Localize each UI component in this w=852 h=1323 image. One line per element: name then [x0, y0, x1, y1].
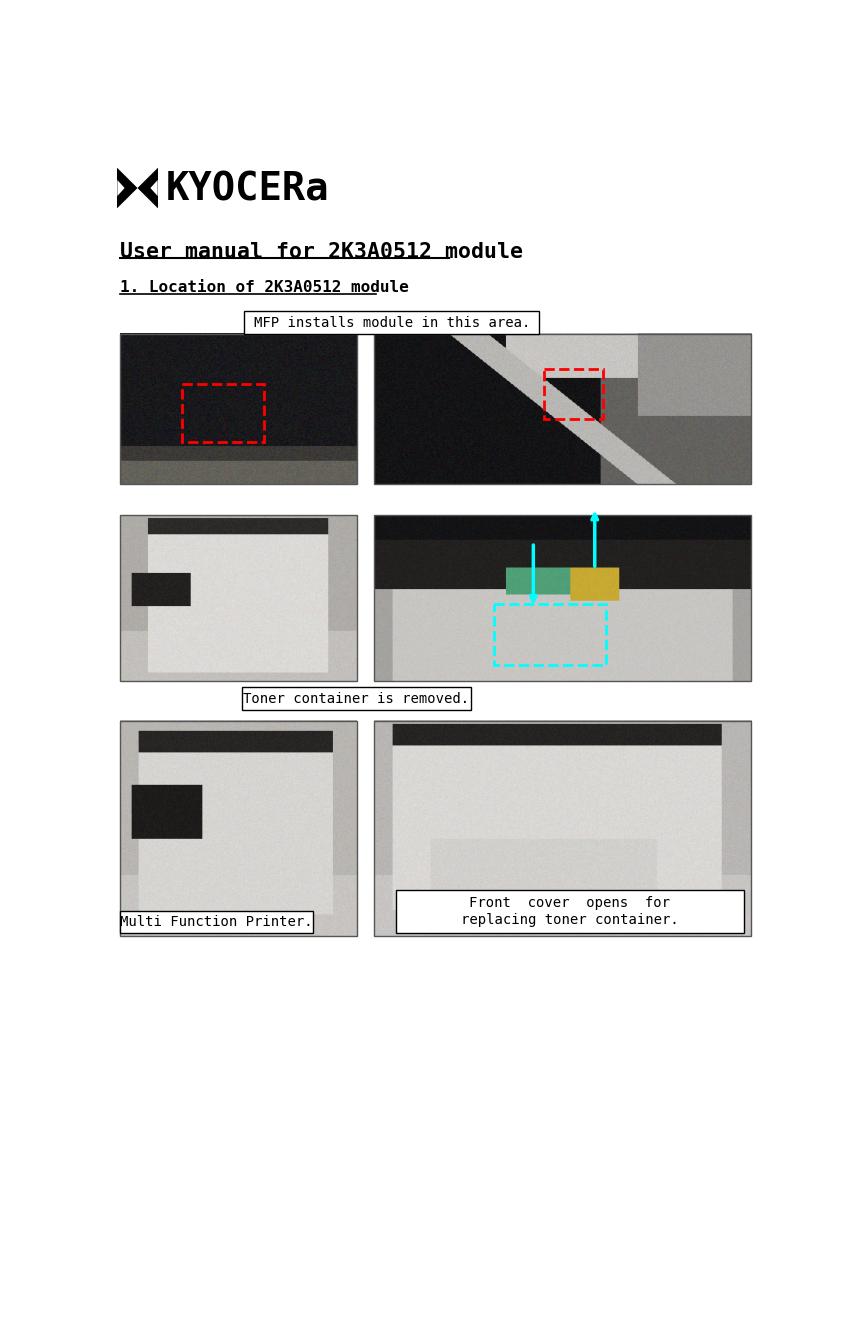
Bar [494, 603, 607, 665]
Text: Multi Function Printer.: Multi Function Printer. [120, 914, 313, 929]
Bar [118, 168, 158, 208]
Text: Front  cover  opens  for
replacing toner container.: Front cover opens for replacing toner co… [461, 897, 679, 926]
Polygon shape [151, 180, 158, 196]
Text: Toner container is removed.: Toner container is removed. [244, 692, 469, 705]
Bar [120, 515, 357, 681]
Bar [120, 721, 357, 937]
Bar [374, 335, 751, 484]
Bar [120, 912, 313, 933]
Polygon shape [118, 168, 158, 188]
Text: User manual for 2K3A0512 module: User manual for 2K3A0512 module [120, 242, 523, 262]
Bar [182, 385, 264, 442]
Polygon shape [118, 180, 124, 196]
Polygon shape [118, 188, 158, 208]
Bar [374, 721, 751, 937]
Bar [120, 335, 357, 484]
Bar [245, 311, 539, 335]
Bar [242, 687, 471, 710]
Bar [374, 515, 751, 681]
Bar [544, 369, 602, 419]
Text: 1. Location of 2K3A0512 module: 1. Location of 2K3A0512 module [120, 280, 409, 295]
Text: KYOCERa: KYOCERa [165, 171, 329, 209]
Bar [395, 890, 745, 933]
Text: MFP installs module in this area.: MFP installs module in this area. [254, 316, 530, 329]
